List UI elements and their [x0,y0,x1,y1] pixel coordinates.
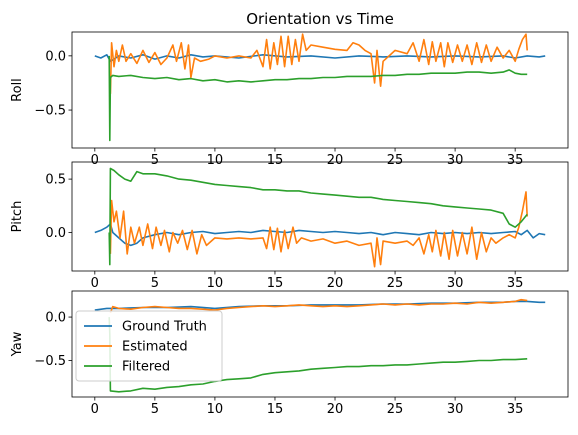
pitch-ytick-label: 0.5 [45,173,66,188]
roll-ytick-label: −0.5 [34,104,66,119]
pitch-xtick-label: 0 [91,276,99,291]
roll-axis-label: Roll [10,78,25,102]
yaw-xtick-label: 25 [387,402,404,417]
pitch-xtick-label: 10 [207,276,224,291]
yaw-series-group [94,298,546,393]
roll-xtick-label: 30 [447,153,464,168]
yaw-subplot: 0 5 10 15 20 25 30 35 0.0 −0.5 Yaw Ground Truth Esti… [10,290,569,417]
pitch-xtick-label: 30 [447,276,464,291]
legend-label-estimated: Estimated [122,340,188,355]
pitch-xtick-label: 35 [507,276,524,291]
yaw-ytick-label: 0.0 [45,311,66,326]
pitch-ytick-label: 0.0 [45,226,66,241]
pitch-xtick-label: 15 [267,276,284,291]
yaw-estimated-line [109,298,528,313]
yaw-xtick-label: 0 [91,402,99,417]
pitch-xtick-label: 25 [387,276,404,291]
yaw-xtick-label: 20 [327,402,344,417]
roll-subplot: 0 5 10 15 20 25 30 35 0.0 −0.5 Roll [10,31,569,168]
roll-series-group [94,33,546,142]
roll-ground-truth-line [94,54,546,63]
roll-xtick-label: 25 [387,153,404,168]
legend-label-ground-truth: Ground Truth [122,320,207,335]
pitch-axis-label: Pitch [10,201,25,233]
roll-ytick-label: 0.0 [45,49,66,64]
pitch-subplot: 0 5 10 15 20 25 30 35 0.5 0.0 Pitch [10,161,569,291]
chart-title: Orientation vs Time [246,10,394,28]
pitch-axes-frame [71,161,569,272]
pitch-filtered-line [108,167,528,266]
yaw-axis-label: Yaw [10,331,25,357]
legend-label-filtered: Filtered [122,360,170,375]
pitch-estimated-line [109,191,528,268]
roll-xtick-label: 10 [207,153,224,168]
legend: Ground Truth Estimated Filtered [75,310,223,382]
yaw-xtick-label: 10 [207,402,224,417]
roll-filtered-line [108,55,528,142]
roll-xtick-label: 35 [507,153,524,168]
roll-xtick-label: 5 [151,153,159,168]
pitch-xtick-label: 5 [151,276,159,291]
yaw-xtick-label: 30 [447,402,464,417]
yaw-xtick-label: 15 [267,402,284,417]
roll-xtick-label: 20 [327,153,344,168]
legend-box [75,310,223,382]
yaw-ytick-label: −0.5 [34,354,66,369]
yaw-xtick-label: 35 [507,402,524,417]
yaw-axes-frame [71,290,569,398]
yaw-xtick-label: 5 [151,402,159,417]
roll-estimated-line [109,33,528,94]
pitch-ground-truth-line [94,223,546,247]
pitch-series-group [94,167,546,268]
yaw-filtered-line [108,317,528,393]
roll-xtick-label: 0 [91,153,99,168]
roll-axes-frame [71,31,569,149]
pitch-xtick-label: 20 [327,276,344,291]
roll-xtick-label: 15 [267,153,284,168]
